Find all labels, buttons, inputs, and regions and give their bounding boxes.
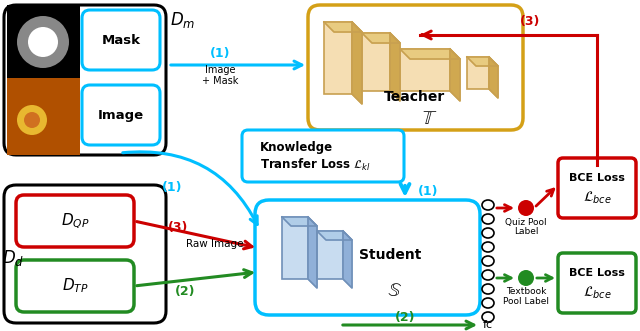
Ellipse shape [482, 200, 494, 210]
Text: Teacher: Teacher [385, 90, 445, 104]
Text: (2): (2) [395, 310, 415, 323]
Text: $\mathbb{S}$: $\mathbb{S}$ [387, 280, 403, 300]
Text: (3): (3) [168, 221, 188, 234]
Text: Quiz Pool: Quiz Pool [505, 217, 547, 226]
Polygon shape [282, 217, 317, 226]
Text: + Mask: + Mask [202, 76, 238, 86]
Ellipse shape [482, 312, 494, 322]
Bar [282, 217, 308, 279]
Polygon shape [450, 49, 460, 101]
Text: Pool Label: Pool Label [503, 297, 549, 306]
Polygon shape [343, 231, 352, 288]
Text: $D_{QP}$: $D_{QP}$ [61, 212, 89, 231]
Ellipse shape [482, 242, 494, 252]
Ellipse shape [28, 27, 58, 57]
Text: Image: Image [205, 65, 236, 75]
Text: (2): (2) [175, 286, 195, 299]
Text: Textbook: Textbook [506, 287, 546, 296]
Text: $\mathbb{T}$: $\mathbb{T}$ [422, 109, 438, 127]
Circle shape [518, 200, 534, 216]
FancyBboxPatch shape [308, 5, 523, 130]
Text: $D_{TP}$: $D_{TP}$ [61, 277, 88, 295]
Text: Image: Image [98, 109, 144, 121]
Text: (3): (3) [520, 16, 540, 28]
Ellipse shape [482, 270, 494, 280]
Bar [362, 33, 390, 91]
Text: $\mathcal{L}_{bce}$: $\mathcal{L}_{bce}$ [582, 285, 611, 301]
Circle shape [518, 270, 534, 286]
Text: Mask: Mask [102, 33, 141, 46]
FancyBboxPatch shape [82, 10, 160, 70]
FancyBboxPatch shape [242, 130, 404, 182]
Polygon shape [317, 231, 352, 240]
Text: (1): (1) [210, 46, 230, 60]
FancyBboxPatch shape [255, 200, 480, 315]
Text: $D_m$: $D_m$ [170, 10, 195, 30]
Bar [7, 5, 80, 78]
Ellipse shape [482, 228, 494, 238]
Ellipse shape [24, 112, 40, 128]
FancyBboxPatch shape [4, 5, 166, 155]
Ellipse shape [482, 284, 494, 294]
FancyBboxPatch shape [558, 253, 636, 313]
Text: Raw Image: Raw Image [186, 239, 244, 249]
FancyBboxPatch shape [558, 158, 636, 218]
Text: BCE Loss: BCE Loss [569, 268, 625, 278]
Bar [400, 49, 450, 91]
Ellipse shape [482, 256, 494, 266]
Text: fc: fc [483, 320, 493, 330]
Bar [324, 22, 352, 94]
Bar [467, 57, 489, 89]
Polygon shape [352, 22, 362, 104]
FancyBboxPatch shape [16, 195, 134, 247]
Text: Transfer Loss $\mathcal{L}_{kl}$: Transfer Loss $\mathcal{L}_{kl}$ [260, 157, 371, 173]
Ellipse shape [482, 214, 494, 224]
Ellipse shape [482, 298, 494, 308]
FancyBboxPatch shape [4, 185, 166, 323]
Text: Student: Student [359, 248, 421, 262]
Ellipse shape [17, 105, 47, 135]
Polygon shape [467, 57, 498, 66]
Text: Knowledge: Knowledge [260, 141, 333, 155]
Bar [317, 231, 343, 279]
Text: (1): (1) [162, 181, 182, 195]
Text: $D_d$: $D_d$ [2, 248, 24, 268]
Polygon shape [362, 33, 400, 43]
Text: $\mathcal{L}_{bce}$: $\mathcal{L}_{bce}$ [582, 190, 611, 206]
Text: Label: Label [514, 227, 538, 237]
FancyBboxPatch shape [16, 260, 134, 312]
Polygon shape [308, 217, 317, 288]
Text: (1): (1) [418, 185, 438, 199]
Polygon shape [489, 57, 498, 98]
FancyBboxPatch shape [82, 85, 160, 145]
Polygon shape [324, 22, 362, 32]
Polygon shape [400, 49, 460, 59]
Ellipse shape [17, 16, 69, 68]
Bar [7, 78, 80, 155]
Polygon shape [390, 33, 400, 101]
Text: BCE Loss: BCE Loss [569, 173, 625, 183]
